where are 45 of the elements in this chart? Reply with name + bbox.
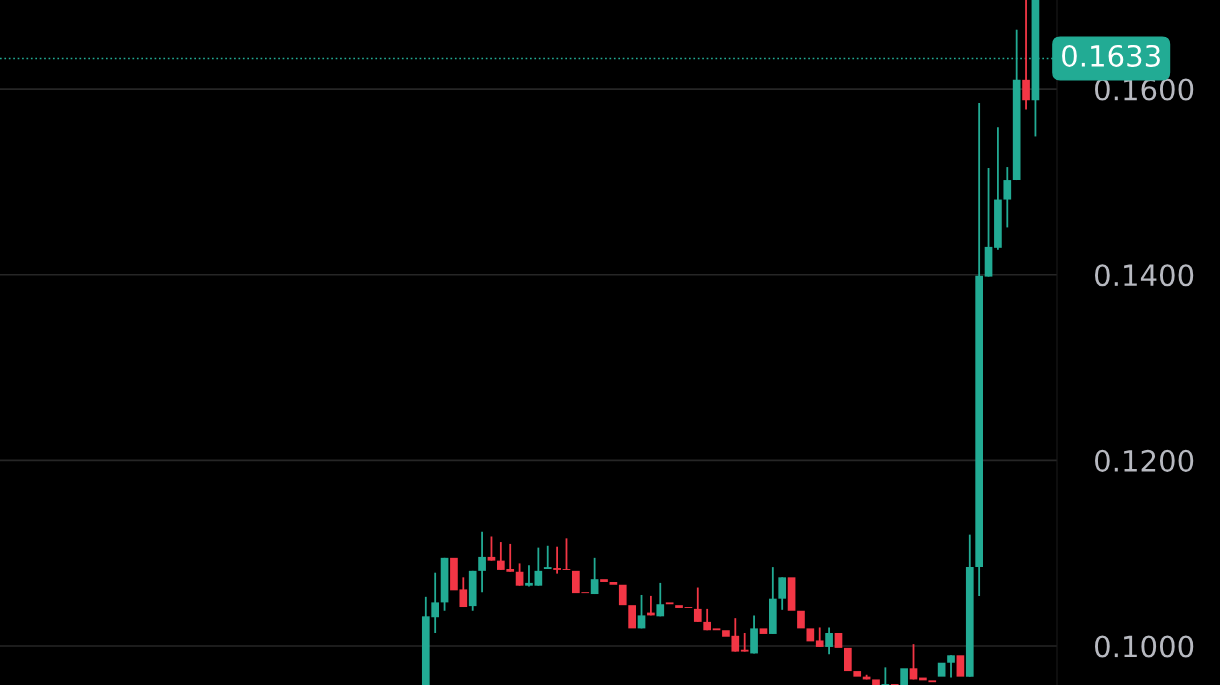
candlestick: [590, 556, 599, 595]
candlestick: [712, 628, 721, 631]
candlestick: [553, 545, 561, 575]
candlestick: [872, 679, 880, 685]
candlestick: [1022, 0, 1030, 111]
y-tick-label: 0.1400: [1095, 264, 1194, 287]
candlestick: [1003, 166, 1012, 229]
candlestick: [815, 626, 824, 648]
y-tick-label: 0.1000: [1095, 635, 1194, 658]
candlestick: [600, 579, 608, 582]
y-tick-label: 0.1200: [1095, 449, 1194, 472]
candlestick: [806, 628, 815, 642]
candlestick: [900, 668, 908, 685]
candlestick: [956, 655, 965, 677]
candlestick: [628, 605, 636, 629]
candlestick: [947, 654, 955, 679]
candlestick: [928, 680, 937, 683]
candlestick: [825, 626, 833, 656]
candlestick: [909, 643, 918, 681]
ref-line-label: 0.1633: [1062, 44, 1160, 67]
candlestick: [609, 581, 618, 585]
candlestick: [665, 602, 674, 605]
candlestick: [787, 577, 796, 611]
candlestick: [759, 628, 768, 634]
candlestick: [937, 662, 946, 677]
candlestick: [637, 594, 646, 630]
candlestick: [797, 610, 805, 629]
candlestick: [525, 564, 533, 588]
candlestick: [853, 671, 862, 677]
candlestick: [834, 633, 843, 648]
candlestick: [778, 576, 787, 611]
candlestick: [618, 584, 627, 606]
candlestick: [740, 632, 749, 653]
candlestick: [515, 562, 524, 587]
candlestick: [844, 647, 852, 672]
candlestick: [562, 537, 571, 571]
candlestick: [656, 581, 665, 618]
candlestick: [675, 605, 683, 608]
candlestick: [534, 546, 543, 587]
candlestick: [478, 530, 486, 594]
y-tick-label: 0.1600: [1095, 78, 1194, 101]
candlestick: [543, 544, 552, 570]
candlestick: [693, 586, 702, 623]
candlestick: [487, 535, 496, 562]
candlestick: [881, 666, 890, 685]
